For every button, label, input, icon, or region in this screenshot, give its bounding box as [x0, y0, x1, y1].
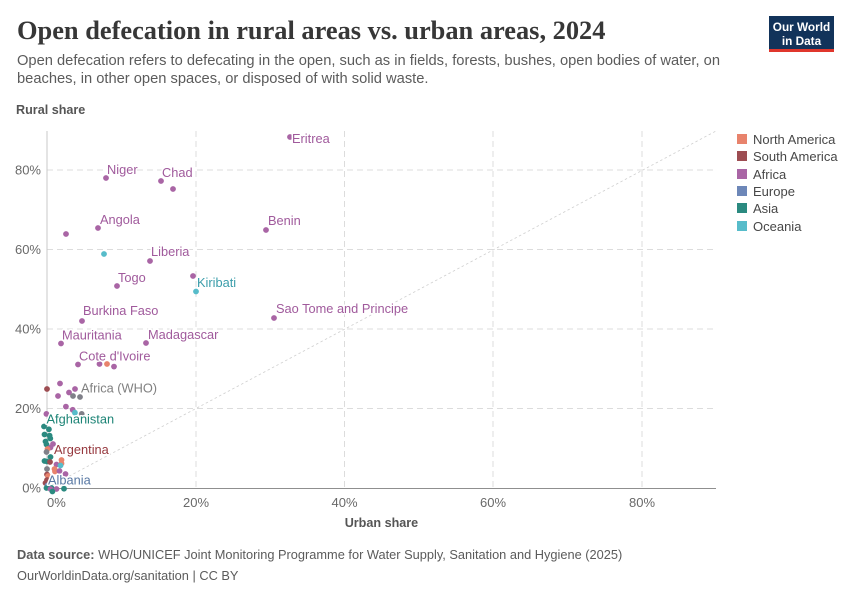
svg-text:Benin: Benin: [268, 213, 301, 228]
svg-text:Madagascar: Madagascar: [148, 327, 219, 342]
svg-text:60%: 60%: [15, 242, 41, 257]
svg-text:40%: 40%: [15, 322, 41, 337]
svg-text:20%: 20%: [15, 401, 41, 416]
svg-text:80%: 80%: [15, 163, 41, 178]
svg-text:80%: 80%: [629, 495, 655, 510]
svg-text:Kiribati: Kiribati: [197, 275, 236, 290]
svg-text:20%: 20%: [183, 495, 209, 510]
svg-text:Argentina: Argentina: [54, 442, 110, 457]
svg-text:Cote d'Ivoire: Cote d'Ivoire: [79, 349, 150, 364]
svg-text:Albania: Albania: [48, 473, 92, 488]
svg-text:60%: 60%: [480, 495, 506, 510]
svg-text:Chad: Chad: [162, 165, 193, 180]
svg-text:Africa (WHO): Africa (WHO): [81, 381, 157, 396]
svg-text:Liberia: Liberia: [151, 244, 190, 259]
svg-text:Sao Tome and Principe: Sao Tome and Principe: [276, 301, 408, 316]
svg-text:0%: 0%: [22, 481, 41, 496]
svg-text:Eritrea: Eritrea: [292, 131, 331, 146]
svg-text:Angola: Angola: [100, 212, 141, 227]
svg-text:Niger: Niger: [107, 162, 138, 177]
svg-text:Afghanistan: Afghanistan: [47, 412, 115, 427]
svg-text:Burkina Faso: Burkina Faso: [83, 303, 158, 318]
svg-text:0%: 0%: [47, 495, 66, 510]
svg-text:Mauritania: Mauritania: [62, 328, 123, 343]
svg-text:Togo: Togo: [118, 270, 146, 285]
svg-text:40%: 40%: [331, 495, 357, 510]
